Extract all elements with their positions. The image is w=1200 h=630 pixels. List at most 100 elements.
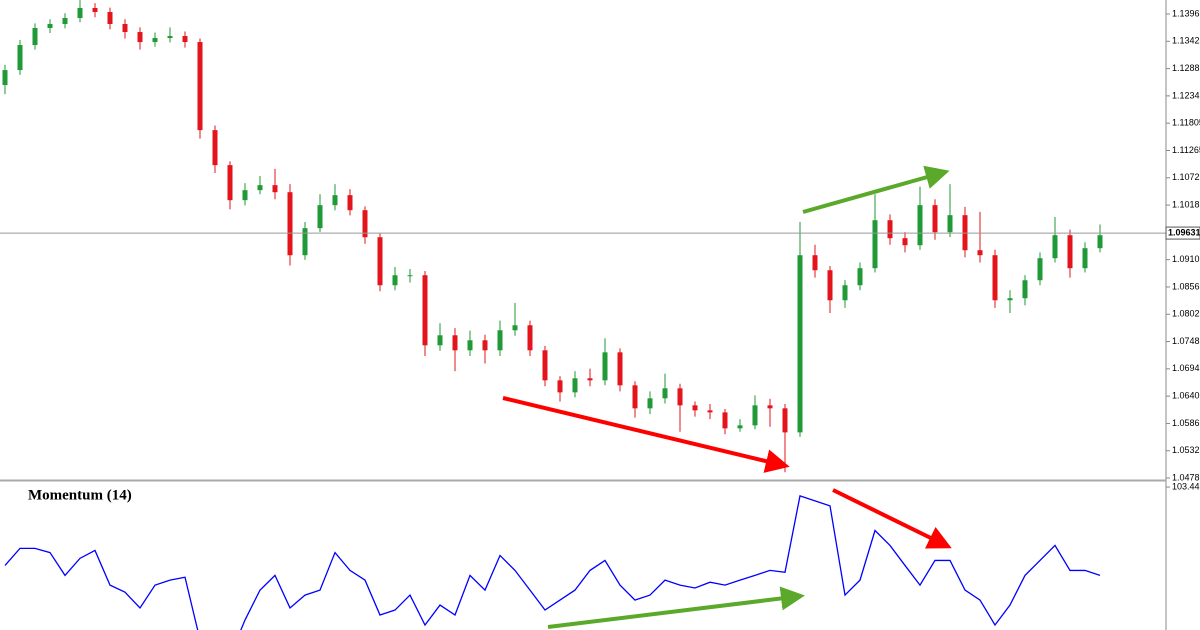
y-tick-label: 1.10725 <box>1172 172 1200 182</box>
candle-body <box>377 237 383 286</box>
y-tick-label: 1.10185 <box>1172 199 1200 209</box>
y-tick-label: 1.11265 <box>1172 145 1200 155</box>
candle-body <box>332 195 338 206</box>
candle-body <box>92 7 98 13</box>
candle-body <box>467 340 473 351</box>
candle-body <box>587 378 593 381</box>
candle-body <box>47 24 53 29</box>
candle-body <box>722 412 728 429</box>
y-tick-label: 1.07485 <box>1172 336 1200 346</box>
candle-body <box>797 255 803 433</box>
y-tick-label: 1.05325 <box>1172 445 1200 455</box>
candle-body <box>512 325 518 331</box>
candle-body <box>542 350 548 381</box>
candle-body <box>1067 235 1073 269</box>
candle-body <box>437 335 443 346</box>
y-tick-label: 1.09105 <box>1172 254 1200 264</box>
candle-body <box>632 385 638 409</box>
candle-body <box>482 340 488 351</box>
candle-body <box>77 7 83 18</box>
momentum-line <box>4 495 1101 630</box>
y-tick-label: 1.12345 <box>1172 90 1200 100</box>
y-tick-label: 1.06945 <box>1172 363 1200 373</box>
candle-body <box>107 12 113 25</box>
candle-body <box>647 398 653 409</box>
candle-body <box>497 330 503 351</box>
candle-body <box>392 275 398 286</box>
candle-body <box>362 210 368 238</box>
y-tick-label: 1.12885 <box>1172 63 1200 73</box>
axis-labels: 1.13965 1.13425 1.12885 1.12345 1.11805 1.112… <box>1165 8 1200 491</box>
y-tick-label: 1.08565 <box>1172 281 1200 291</box>
annotation-arrow <box>502 396 790 473</box>
momentum-panel <box>4 495 1101 630</box>
candle-body <box>812 255 818 271</box>
candle-body <box>782 408 788 433</box>
candle-body <box>1022 280 1028 299</box>
candle-body <box>1097 235 1103 249</box>
candle-body <box>887 220 893 239</box>
candle-body <box>827 270 833 301</box>
candle-body <box>677 388 683 406</box>
candle-body <box>17 45 23 71</box>
candle-body <box>1007 298 1013 301</box>
candle-body <box>272 185 278 193</box>
y-tick-label: 1.04785 <box>1172 472 1200 482</box>
candle-body <box>287 192 293 256</box>
y-tick-label: 1.13425 <box>1172 36 1200 46</box>
candle-body <box>857 268 863 286</box>
candle-body <box>452 335 458 351</box>
candle-body <box>167 36 173 39</box>
candle-body <box>2 70 8 86</box>
candle-body <box>62 17 68 25</box>
price-panel <box>0 0 1166 473</box>
candle-body <box>122 24 128 33</box>
candle-body <box>137 32 143 43</box>
indicator-title: Momentum (14) <box>28 487 132 503</box>
candle-body <box>182 36 188 43</box>
candle-body <box>842 285 848 301</box>
candle-body <box>422 275 428 346</box>
candle-body <box>1082 248 1088 269</box>
candle-body <box>992 255 998 301</box>
candle-body <box>932 205 938 233</box>
candle-body <box>242 190 248 201</box>
y-tick-label: 1.11805 <box>1172 118 1200 128</box>
candle-body <box>407 275 413 277</box>
candle-body <box>572 378 578 393</box>
y-tick-label: 1.08025 <box>1172 309 1200 319</box>
annotation-arrow <box>832 488 952 549</box>
candle-body <box>527 325 533 351</box>
candle-body <box>947 215 953 233</box>
candle-body <box>872 220 878 269</box>
candle-body <box>617 352 623 386</box>
candle-body <box>302 228 308 256</box>
candle-body <box>317 205 323 229</box>
annotation-arrow <box>547 586 805 629</box>
candle-body <box>692 405 698 411</box>
candle-body <box>197 42 203 131</box>
candle-body <box>602 352 608 381</box>
current-price-box <box>1165 226 1200 240</box>
candle-body <box>257 185 263 191</box>
candle-body <box>347 195 353 211</box>
candle-body <box>32 28 38 46</box>
candle-body <box>1037 258 1043 281</box>
candle-body <box>902 238 908 246</box>
candle-body <box>767 405 773 409</box>
candle-body <box>212 130 218 166</box>
candle-body <box>917 205 923 246</box>
y-tick-label: 1.06405 <box>1172 391 1200 401</box>
candle-body <box>737 425 743 429</box>
candle-body <box>707 410 713 413</box>
y-tick-label: 103.445 <box>1172 481 1200 491</box>
y-tick-label: 1.13965 <box>1172 8 1200 18</box>
candle-body <box>977 250 983 256</box>
current-price-label: 1.09631 <box>1168 227 1200 237</box>
annotation-arrow <box>802 165 950 214</box>
candle-body <box>662 388 668 399</box>
candle-body <box>227 165 233 201</box>
candle-body <box>1052 235 1058 259</box>
